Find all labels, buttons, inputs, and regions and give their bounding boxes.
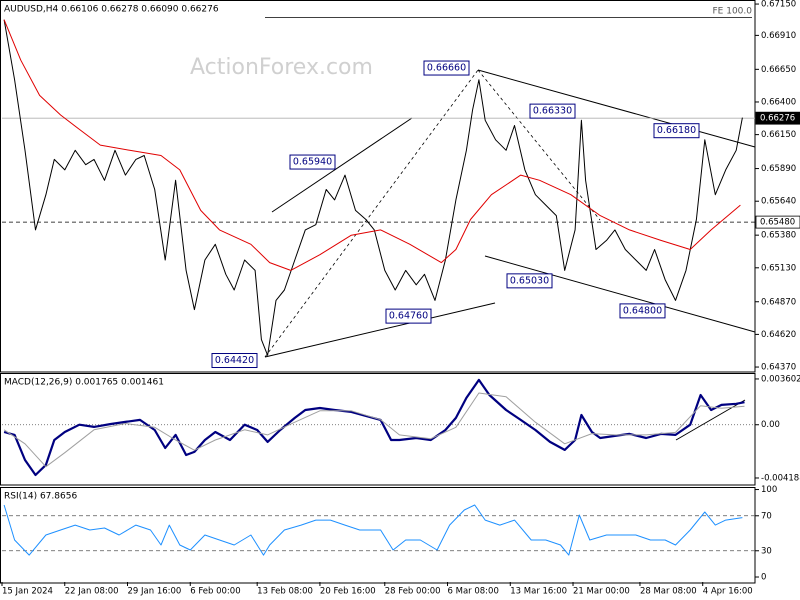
y-tick-label: 0.00 <box>761 420 780 430</box>
x-tick-label: 28 Feb 00:00 <box>385 587 441 597</box>
fe-label: FE 100.0 <box>713 7 753 17</box>
fibo-leg <box>477 69 601 221</box>
pivot-box <box>529 103 576 119</box>
channel-lower <box>484 255 756 333</box>
y-tick-label: 0.66400 <box>761 97 796 107</box>
y-tick-label: 0.003602 <box>761 374 800 384</box>
panel-title: RSI(14) 67.8656 <box>4 492 77 502</box>
macd-panel <box>0 373 756 486</box>
y-tick-label: 0.66910 <box>761 31 796 41</box>
panel-title: AUDUSD,H4 0.66106 0.66278 0.66090 0.6627… <box>4 5 219 15</box>
pivot-label: 0.64420 <box>215 355 254 366</box>
price-label-box <box>755 111 800 125</box>
pivot-label: 0.66330 <box>533 106 572 117</box>
panel-title: MACD(12,26,9) 0.001765 0.001461 <box>4 378 164 388</box>
y-tick-label: 0.65130 <box>761 263 796 273</box>
price-label-box <box>755 215 800 229</box>
y-tick-label: 0.65890 <box>761 164 796 174</box>
x-tick-label: 20 Feb 16:00 <box>320 587 376 597</box>
y-tick-label: 70 <box>761 511 772 521</box>
wedge-upper <box>271 117 413 213</box>
x-tick-label: 29 Jan 16:00 <box>128 587 182 597</box>
y-tick-label: 100 <box>761 485 777 495</box>
x-tick-label: 6 Mar 08:00 <box>448 587 499 597</box>
pivot-box <box>289 154 336 170</box>
watermark: ActionForex.com <box>190 55 373 80</box>
y-tick-label: 0.64370 <box>761 363 796 373</box>
pivot-label: 0.66180 <box>657 125 696 136</box>
pivot-box <box>506 273 553 289</box>
price-panel <box>0 0 756 373</box>
pivot-label: 0.64760 <box>389 311 428 322</box>
x-tick-label: 21 Mar 00:00 <box>573 587 630 597</box>
price-label: 0.65480 <box>760 218 795 228</box>
y-tick-label: 0.64620 <box>761 330 796 340</box>
wedge-lower <box>264 302 496 358</box>
channel-upper <box>477 69 756 148</box>
y-tick-label: -0.004188 <box>761 473 800 483</box>
y-tick-label: 0.65380 <box>761 231 796 241</box>
series-line <box>3 19 743 356</box>
series-line <box>3 504 743 556</box>
x-tick-label: 6 Feb 00:00 <box>190 587 240 597</box>
pivot-label: 0.65030 <box>510 275 549 286</box>
pivot-box <box>653 123 700 139</box>
y-tick-label: 0.64870 <box>761 297 796 307</box>
x-tick-label: 22 Jan 08:00 <box>65 587 119 597</box>
pivot-box <box>619 303 666 319</box>
pivot-box <box>385 308 432 324</box>
x-tick-label: 4 Apr 16:00 <box>703 587 753 597</box>
rsi-panel <box>0 487 756 584</box>
y-tick-label: 0.67150 <box>761 0 796 10</box>
y-tick-label: 30 <box>761 546 772 556</box>
pivot-label: 0.65940 <box>293 157 332 168</box>
series-line <box>3 19 741 271</box>
x-tick-label: 13 Feb 08:00 <box>257 587 313 597</box>
pivot-box <box>423 60 470 76</box>
y-tick-label: 0.66650 <box>761 65 796 75</box>
y-tick-label: 0 <box>761 573 766 583</box>
y-tick-label: 0.66150 <box>761 130 796 140</box>
pivot-label: 0.66660 <box>427 63 466 74</box>
x-tick-label: 28 Mar 08:00 <box>640 587 697 597</box>
y-tick-label: 0.65640 <box>761 197 796 207</box>
series-line <box>3 392 745 468</box>
price-label: 0.66276 <box>760 114 795 124</box>
pivot-label: 0.64800 <box>623 305 662 316</box>
x-tick-label: 13 Mar 16:00 <box>510 587 567 597</box>
pivot-box <box>211 353 258 369</box>
x-tick-label: 15 Jan 2024 <box>2 587 53 597</box>
